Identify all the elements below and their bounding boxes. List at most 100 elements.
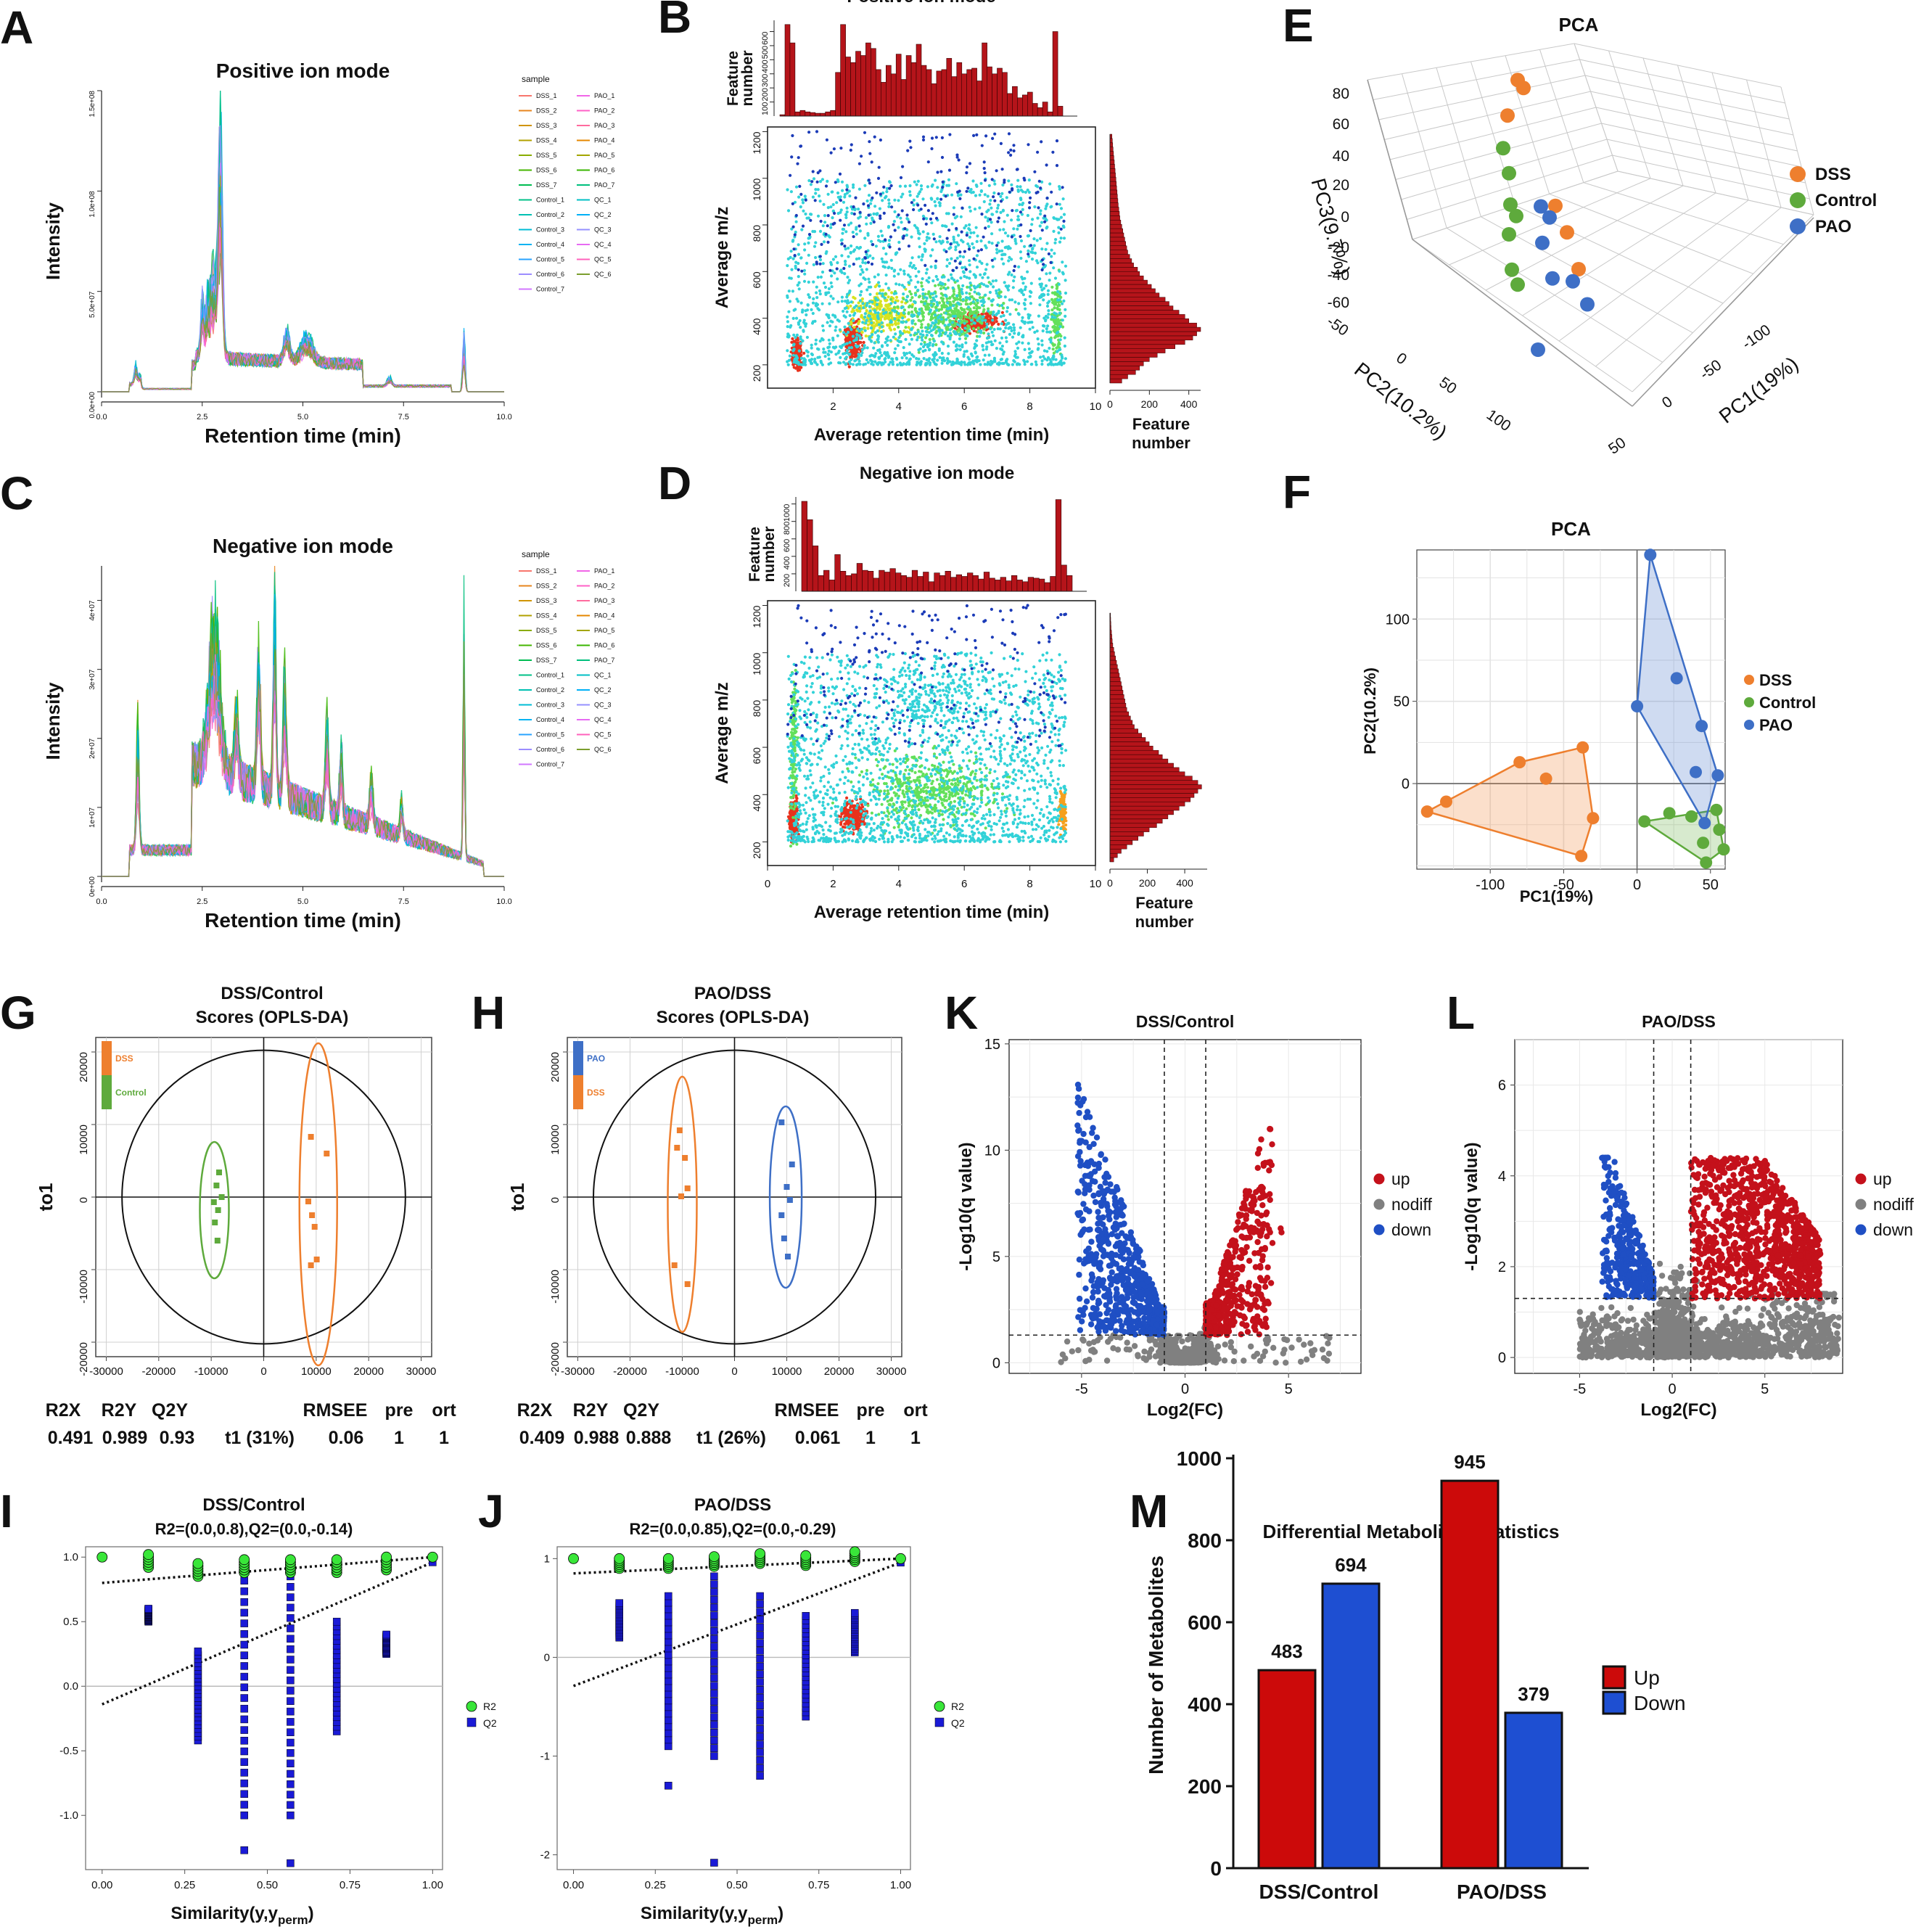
histogram-bar	[1109, 185, 1117, 191]
scatter-point	[1043, 214, 1047, 218]
scatter-point	[860, 770, 863, 773]
scatter-point	[847, 246, 850, 250]
scatter-point	[788, 276, 791, 280]
histogram-bar	[971, 67, 977, 117]
scatter-point	[951, 321, 955, 324]
scatter-point	[791, 239, 795, 242]
scatter-point	[961, 292, 964, 295]
scatter-point	[941, 186, 945, 189]
scatter-point	[864, 334, 868, 338]
scatter-point	[1001, 183, 1005, 187]
scatter-point	[1028, 201, 1032, 205]
scatter-point	[948, 336, 952, 340]
histogram-bar	[1109, 340, 1185, 345]
scatter-point	[908, 275, 912, 279]
scatter-point	[956, 190, 960, 194]
scatter-point	[908, 331, 911, 334]
y-tick-label: 4e+07	[89, 600, 96, 621]
scatter-point	[913, 307, 917, 311]
histogram-bar	[860, 55, 866, 117]
scatter-point	[925, 279, 929, 282]
scatter-point	[903, 227, 907, 231]
scatter-point	[880, 344, 884, 348]
scatter-point	[991, 279, 995, 283]
scatter-point	[879, 350, 882, 355]
scatter-point	[847, 255, 850, 258]
scatter-point	[879, 216, 882, 221]
scatter-point	[1048, 330, 1051, 334]
scatter-point	[950, 257, 953, 260]
scatter-point	[940, 340, 944, 344]
scatter-point	[878, 292, 881, 295]
scatter-point	[789, 324, 793, 327]
scatter-point	[1041, 329, 1045, 333]
scatter-point	[881, 773, 884, 776]
scatter-point	[1061, 302, 1064, 305]
scatter-point	[910, 320, 914, 324]
scatter-point	[801, 201, 805, 205]
y-tick-label: 0e+00	[89, 876, 96, 897]
scatter-point	[1023, 321, 1027, 325]
scatter-point	[926, 232, 930, 236]
scatter-point	[1057, 321, 1061, 325]
scatter-point	[963, 361, 966, 364]
scatter-point	[792, 794, 796, 797]
scatter-point	[1012, 326, 1016, 329]
scatter-point	[985, 325, 989, 329]
scatter-point	[1042, 355, 1045, 358]
scatter-point	[964, 337, 968, 340]
scatter-point	[809, 218, 813, 222]
scatter-point	[968, 285, 971, 289]
scatter-point	[1005, 359, 1008, 363]
scatter-point	[857, 359, 861, 363]
scatter-point	[1029, 350, 1033, 354]
scatter-point	[786, 294, 789, 297]
scatter-point	[1027, 234, 1030, 238]
scatter-point	[1000, 249, 1004, 252]
scatter-point	[790, 340, 794, 344]
scatter-point	[883, 789, 887, 793]
scatter-point	[873, 360, 877, 363]
trace-line	[102, 223, 504, 392]
scatter-point	[865, 768, 869, 773]
scatter-point	[927, 348, 931, 352]
scatter-point	[895, 295, 899, 299]
scatter-point	[1011, 286, 1015, 289]
scatter-point	[876, 329, 879, 333]
scatter-point	[813, 199, 817, 202]
scatter-point	[1062, 797, 1066, 801]
scatter-point	[960, 239, 963, 242]
scatter-point	[1048, 346, 1051, 350]
scatter-point	[952, 213, 955, 216]
scatter-point	[843, 325, 847, 329]
legend-item: QC_6	[594, 746, 612, 753]
scatter-point	[844, 315, 847, 319]
scatter-point	[938, 202, 942, 205]
scatter-point	[1035, 329, 1039, 333]
scatter-point	[910, 235, 913, 239]
scatter-point	[1050, 255, 1053, 258]
scatter-point	[844, 363, 847, 366]
scatter-point	[888, 245, 892, 249]
scatter-point	[922, 217, 926, 221]
scatter-point	[881, 308, 885, 312]
scatter-point	[836, 277, 839, 281]
scatter-point	[791, 699, 795, 703]
scatter-point	[839, 199, 842, 202]
scatter-point	[960, 287, 963, 291]
scatter-point	[847, 223, 851, 227]
scatter-point	[1029, 302, 1032, 305]
scatter-point	[902, 308, 906, 312]
scatter-point	[799, 192, 803, 196]
scatter-point	[1019, 223, 1023, 227]
histogram-bar	[982, 42, 987, 117]
histogram-bar	[895, 54, 902, 117]
scatter-point	[858, 293, 863, 297]
scatter-point	[975, 339, 979, 342]
scatter-point	[842, 309, 845, 313]
scatter-point	[995, 320, 998, 324]
histogram-bar	[1109, 378, 1122, 384]
scatter-point	[990, 343, 994, 347]
histogram-bar	[1027, 91, 1033, 117]
scatter-point	[845, 796, 849, 799]
